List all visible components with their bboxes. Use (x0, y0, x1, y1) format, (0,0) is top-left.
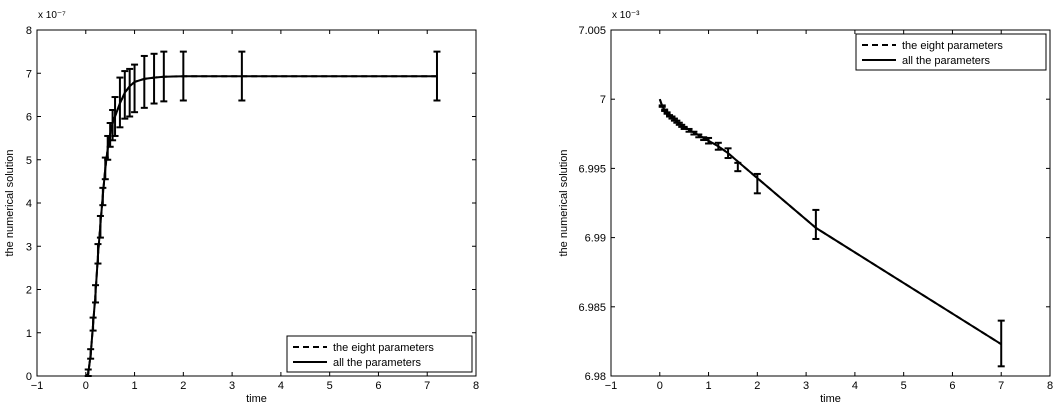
error-bar (140, 54, 148, 109)
x-tick-label: 5 (327, 380, 333, 392)
legend: the eight parameters all the parameters (286, 335, 473, 373)
x-tick-label: −1 (605, 380, 618, 392)
y-tick-label: 4 (26, 198, 32, 210)
x-tick-label: 2 (180, 380, 186, 392)
y-tick-label: 6 (26, 112, 32, 124)
legend: the eight parameters all the parameters (855, 33, 1047, 71)
x-tick-label: 5 (901, 380, 907, 392)
y-tick-label: 7.005 (578, 25, 606, 37)
chart-panel-2: −1 0 1 2 3 4 5 6 7 8 6.98 6.985 6.99 6.995 7 7.005 x 10⁻… (558, 10, 1053, 405)
x-tick-label: 1 (705, 380, 711, 392)
y-tick-label: 7 (26, 68, 32, 80)
x-tick-label: 1 (131, 380, 137, 392)
legend-box (286, 335, 473, 373)
x-tick-label: 8 (473, 380, 479, 392)
x-tick-label: 0 (657, 380, 663, 392)
y-tick-label: 6.98 (585, 371, 606, 383)
x-tick-label: 7 (424, 380, 430, 392)
y-tick-label: 2 (26, 285, 32, 297)
x-tick-label: −1 (31, 380, 44, 392)
series-line-2 (85, 75, 437, 377)
y-tick-label: 6.995 (578, 163, 606, 175)
series-line-2 (658, 98, 1002, 346)
x-tick-label: 4 (278, 380, 284, 392)
x-tick-label: 3 (229, 380, 235, 392)
plot-area (610, 29, 1051, 377)
legend-entry-label: the eight parameters (333, 342, 434, 354)
plot-area (36, 29, 477, 377)
y-exponent-label: x 10⁻³ (612, 10, 640, 21)
x-tick-label: 0 (83, 380, 89, 392)
y-exponent-label: x 10⁻⁷ (38, 10, 66, 21)
y-axis-label: the numerical solution (4, 149, 16, 256)
y-tick-label: 6.99 (585, 233, 606, 245)
y-tick-label: 8 (26, 25, 32, 37)
y-tick-label: 7 (600, 94, 606, 106)
x-axis-label: time (820, 393, 841, 405)
legend-box (855, 33, 1047, 71)
y-tick-label: 6.985 (578, 302, 606, 314)
x-tick-label: 8 (1047, 380, 1053, 392)
error-bar (131, 63, 139, 114)
x-tick-label: 2 (754, 380, 760, 392)
x-tick-label: 7 (998, 380, 1004, 392)
y-axis-label: the numerical solution (558, 149, 570, 256)
x-tick-label: 6 (375, 380, 381, 392)
legend-entry-label: all the parameters (902, 55, 991, 67)
error-bar (812, 208, 820, 240)
y-tick-label: 5 (26, 155, 32, 167)
x-axis-label: time (246, 393, 267, 405)
x-tick-label: 3 (803, 380, 809, 392)
y-tick-label: 0 (26, 371, 32, 383)
error-bar (150, 52, 158, 105)
legend-entry-label: all the parameters (333, 357, 422, 369)
legend-entry-label: the eight parameters (902, 40, 1003, 52)
y-tick-label: 3 (26, 241, 32, 253)
y-tick-label: 1 (26, 328, 32, 340)
x-tick-label: 4 (852, 380, 858, 392)
error-bar (126, 67, 134, 118)
x-tick-label: 6 (949, 380, 955, 392)
